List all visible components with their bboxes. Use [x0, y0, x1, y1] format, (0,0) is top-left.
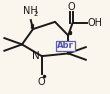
Text: NH: NH [23, 6, 38, 16]
FancyBboxPatch shape [56, 41, 75, 50]
Text: O: O [68, 2, 75, 11]
Text: 2: 2 [33, 11, 38, 17]
Text: N: N [32, 51, 40, 61]
Text: O: O [38, 77, 46, 87]
Text: OH: OH [87, 18, 102, 28]
Text: Abr: Abr [57, 41, 74, 50]
